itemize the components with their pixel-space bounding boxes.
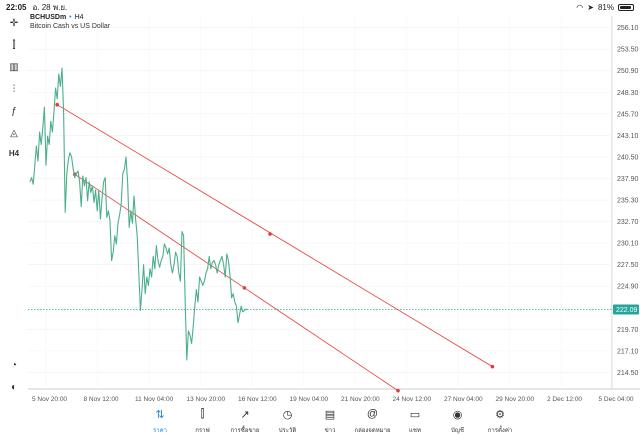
nav-mailbox[interactable]: @ กล่องจดหมาย xyxy=(353,405,393,447)
function-icon[interactable]: ƒ xyxy=(11,105,17,117)
y-tick-label: 219.70 xyxy=(617,327,639,334)
y-tick-label: 227.50 xyxy=(617,262,639,269)
x-tick-label: 11 Nov 04:00 xyxy=(135,396,174,403)
x-tick-label: 27 Nov 04:00 xyxy=(444,396,483,403)
candlestick-chart-icon: ⫿ xyxy=(200,407,205,420)
nav-label: ประวัติ xyxy=(278,428,297,434)
status-bar: 22:05 อ. 28 พ.ย. ◠ ➤ 81% xyxy=(0,0,640,14)
x-tick-label: 5 Nov 20:00 xyxy=(32,396,67,403)
status-time: 22:05 xyxy=(6,2,27,12)
indicators-icon[interactable]: ⫶ xyxy=(12,83,16,95)
x-tick-label: 29 Nov 20:00 xyxy=(496,396,535,403)
channel-anchor-point xyxy=(490,364,495,369)
x-tick-label: 19 Nov 04:00 xyxy=(290,396,329,403)
y-tick-label: 256.10 xyxy=(617,25,639,32)
nav-label: ข่าว xyxy=(324,428,336,434)
x-tick-label: 5 Dec 04:00 xyxy=(599,396,634,403)
mailbox-icon: @ xyxy=(366,408,379,420)
y-tick-label: 214.50 xyxy=(617,370,639,377)
y-tick-label: 250.90 xyxy=(617,68,639,75)
app-logo-icon[interactable]: ◐ xyxy=(10,381,18,393)
last-price-label: 222.09 xyxy=(616,307,638,314)
nav-chart[interactable]: ⫿ กราฟ xyxy=(183,405,223,447)
y-tick-label: 235.30 xyxy=(617,198,639,205)
channel-anchor-point xyxy=(268,232,272,236)
y-tick-label: 237.90 xyxy=(617,176,639,183)
bottom-navigation: ⇅ ราคา ⫿ กราฟ ↗ การซื้อขาย ◷ ประวัติ ▤ ข่าว @ กล่อง… xyxy=(140,405,520,447)
y-tick-label: 243.10 xyxy=(617,133,639,140)
channel-anchor-point xyxy=(55,102,59,107)
nav-chat[interactable]: ▭ แชท xyxy=(395,405,435,447)
nav-label: บัญชี xyxy=(451,428,464,434)
y-tick-label: 240.50 xyxy=(617,154,639,161)
nav-label: กราฟ xyxy=(195,428,210,434)
nav-label: ราคา xyxy=(153,428,167,434)
chat-icon: ▭ xyxy=(409,408,421,421)
nav-history[interactable]: ◷ ประวัติ xyxy=(268,405,308,447)
chart-toolbar: ✛ ⫿ ▥ ⫶ ƒ ◬ H4 ◔ ◐ xyxy=(0,14,28,394)
symbol-separator-dot: • xyxy=(69,14,72,21)
y-tick-label: 230.10 xyxy=(617,241,639,248)
symbol-timeframe: H4 xyxy=(74,14,84,21)
nav-label: การซื้อขาย xyxy=(230,428,260,434)
quotes-icon: ⇅ xyxy=(155,408,165,421)
y-tick-label: 217.10 xyxy=(617,348,639,355)
nav-news[interactable]: ▤ ข่าว xyxy=(310,405,350,447)
x-tick-label: 2 Dec 12:00 xyxy=(547,396,582,403)
x-tick-label: 16 Nov 12:00 xyxy=(238,396,277,403)
nav-trade[interactable]: ↗ การซื้อขาย xyxy=(225,405,265,447)
news-icon: ▤ xyxy=(324,408,336,421)
symbol-code: BCHUSDm xyxy=(30,14,67,21)
price-series-line xyxy=(29,67,248,361)
x-tick-label: 8 Nov 12:00 xyxy=(84,396,119,403)
x-tick-label: 21 Nov 20:00 xyxy=(341,396,380,403)
nav-account[interactable]: ◉ บัญชี xyxy=(438,405,478,447)
trade-icon: ↗ xyxy=(240,408,250,421)
nav-label: แชท xyxy=(409,428,421,434)
x-tick-label: 24 Nov 12:00 xyxy=(393,396,432,403)
settings-icon: ⚙ xyxy=(495,408,505,421)
x-tick-label: 13 Nov 20:00 xyxy=(187,396,226,403)
y-tick-label: 253.50 xyxy=(617,47,639,54)
y-tick-label: 224.90 xyxy=(617,284,639,291)
volume-icon[interactable]: ▥ xyxy=(9,61,19,73)
wifi-icon: ◠ xyxy=(576,2,584,12)
battery-icon xyxy=(618,3,634,11)
crosshair-icon[interactable]: ✛ xyxy=(9,17,19,29)
channel-anchor-point xyxy=(242,286,247,290)
candlestick-icon[interactable]: ⫿ xyxy=(12,39,16,51)
symbol-header[interactable]: BCHUSDm • H4 xyxy=(30,14,84,21)
nav-label: กล่องจดหมาย xyxy=(354,428,391,434)
last-price-badge xyxy=(613,304,639,315)
status-right: ◠ ➤ 81% xyxy=(576,3,634,12)
channel-anchor-point xyxy=(396,388,400,393)
nav-settings[interactable]: ⚙ การตั้งค่า xyxy=(480,405,520,447)
upper-channel-line xyxy=(56,104,493,367)
nav-quotes[interactable]: ⇅ ราคา xyxy=(140,405,180,447)
nav-label: การตั้งค่า xyxy=(487,428,513,434)
symbol-description: Bitcoin Cash vs US Dollar xyxy=(30,23,111,30)
lower-channel-line xyxy=(74,173,399,391)
timeframe-label[interactable]: H4 xyxy=(8,148,20,158)
y-tick-label: 232.70 xyxy=(617,219,639,226)
battery-percent: 81% xyxy=(597,2,614,12)
quick-access-icon[interactable]: ◔ xyxy=(10,359,18,371)
account-icon: ◉ xyxy=(452,408,463,421)
y-tick-label: 245.70 xyxy=(617,111,639,118)
location-icon: ➤ xyxy=(587,2,594,12)
status-date: อ. 28 พ.ย. xyxy=(32,2,68,12)
history-icon: ◷ xyxy=(282,408,293,421)
shapes-icon[interactable]: ◬ xyxy=(10,127,18,139)
y-tick-label: 248.30 xyxy=(617,90,639,97)
